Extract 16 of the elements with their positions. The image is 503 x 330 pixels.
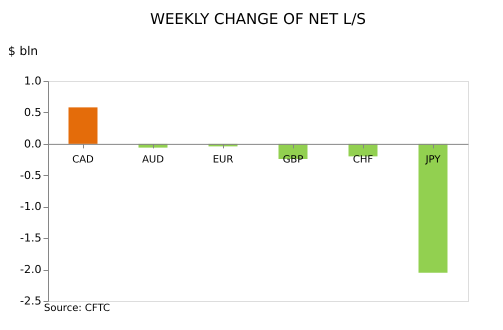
x-tick-label: CHF — [352, 154, 374, 166]
y-tick-label: 1.0 — [24, 74, 42, 88]
x-tick-label: CAD — [72, 154, 94, 166]
y-axis-title: $ bln — [8, 44, 38, 58]
y-tick-label: -2.0 — [20, 263, 42, 276]
y-tick-label: -1.5 — [20, 232, 42, 245]
x-tick-label: JPY — [424, 154, 442, 166]
y-tick-label: -1.0 — [20, 200, 42, 214]
y-tick-label: 0.0 — [24, 137, 42, 150]
x-tick-label: EUR — [212, 154, 234, 166]
x-tick-label: AUD — [142, 154, 164, 166]
source-note: Source: CFTC — [44, 303, 110, 314]
y-tick-label: -0.5 — [20, 168, 42, 182]
y-tick-label: -2.5 — [20, 294, 42, 308]
y-tick-label: 0.5 — [24, 106, 42, 119]
chart-title: WEEKLY CHANGE OF NET L/S — [150, 10, 366, 28]
